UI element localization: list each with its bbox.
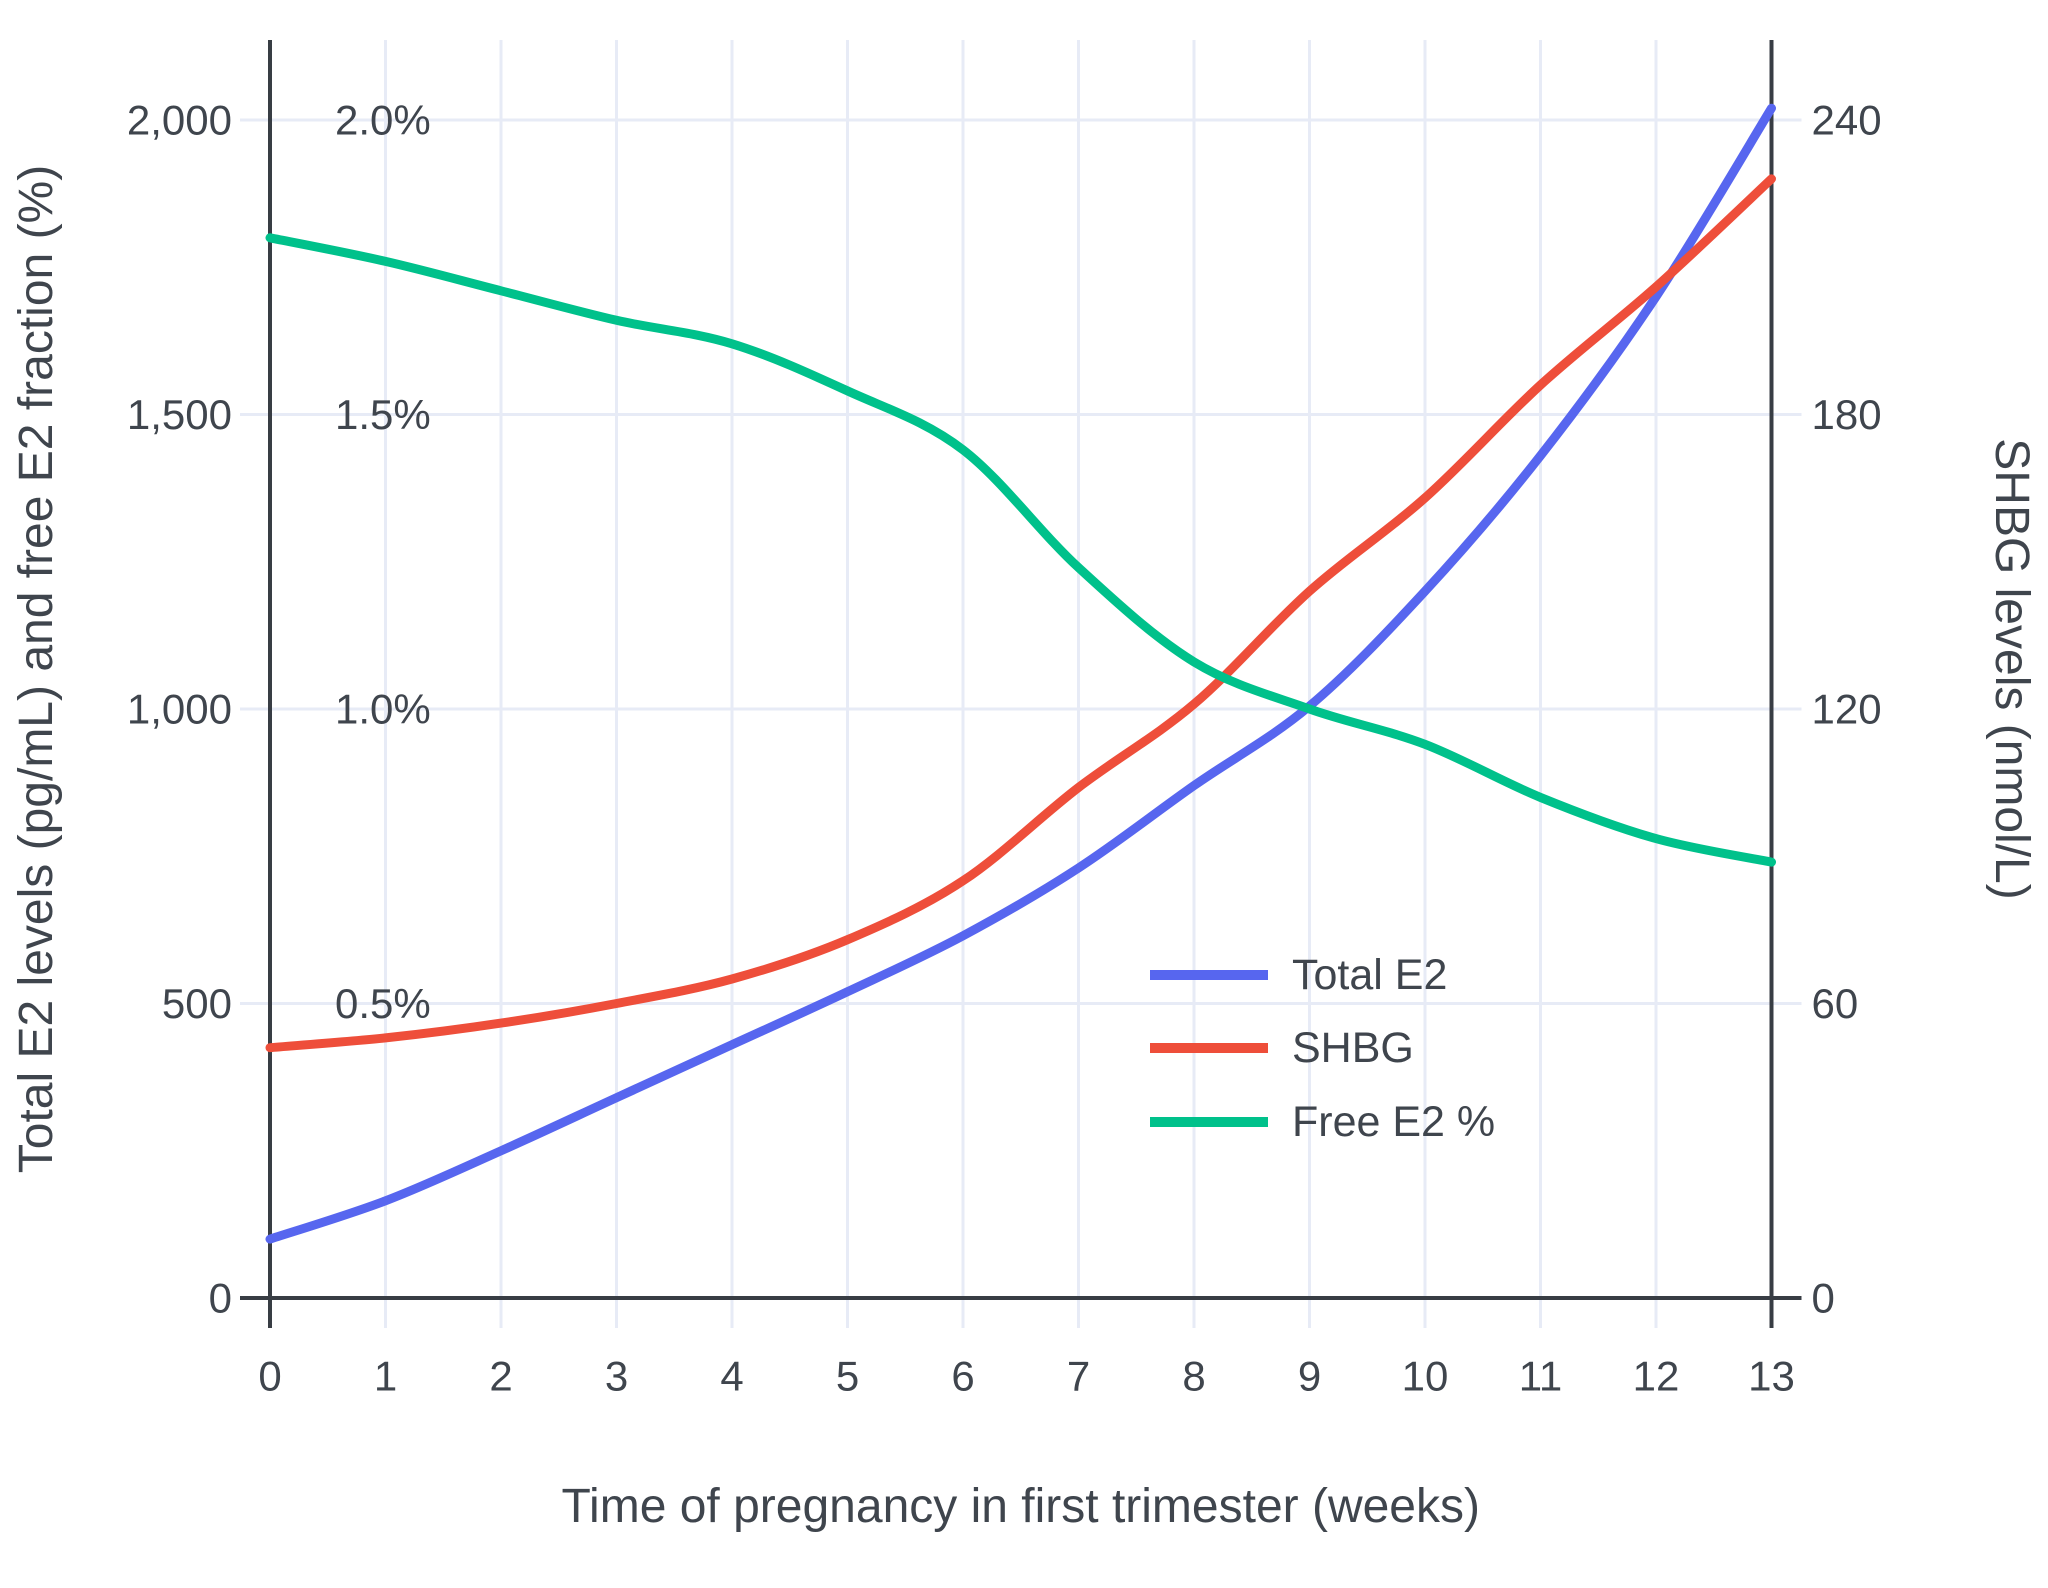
left-axis-tick-label: 0 [209,1275,232,1322]
legend-item-label: Free E2 % [1292,1098,1495,1146]
legend-item-label: Total E2 [1292,951,1447,999]
legend-item-label: SHBG [1292,1024,1414,1072]
x-axis-tick-label: 7 [1067,1352,1090,1399]
series-line-shbg [265,174,1776,1053]
x-axis-tick-label: 8 [1182,1352,1205,1399]
x-axis-tick-label: 11 [1519,1352,1563,1399]
x-axis-tick-label: 6 [951,1352,974,1399]
right-y-axis-title: SHBG levels (nmol/L) [1985,438,2038,899]
right-axis-tick-label: 180 [1812,391,1882,438]
legend-item-free-e2-[interactable]: Free E2 % [1150,1098,1495,1146]
x-axis-tick-label: 4 [720,1352,743,1399]
free-e2-pct-tick-label: 1.5% [335,391,431,438]
right-axis-tick-label: 0 [1812,1275,1835,1322]
series-line-total-e2 [265,103,1776,1244]
x-axis-tick-label: 2 [489,1352,512,1399]
x-axis-title: Time of pregnancy in first trimester (we… [562,1480,1480,1533]
legend-item-total-e2[interactable]: Total E2 [1150,951,1447,999]
x-axis-tick-label: 0 [258,1352,281,1399]
free-e2-pct-tick-label: 2.0% [335,97,431,144]
axes [240,40,1802,1328]
left-axis-tick-label: 2,000 [127,97,232,144]
x-axis-tick-label: 10 [1402,1352,1449,1399]
left-y-axis-title: Total E2 levels (pg/mL) and free E2 frac… [10,165,63,1173]
right-axis-tick-label: 120 [1812,686,1882,733]
legend-item-shbg[interactable]: SHBG [1150,1024,1414,1072]
x-axis-tick-label: 13 [1748,1352,1795,1399]
right-axis-tick-label: 60 [1812,980,1859,1027]
gridlines [240,40,1802,1328]
left-axis-tick-label: 1,000 [127,686,232,733]
x-axis-tick-label: 9 [1298,1352,1321,1399]
free-e2-pct-tick-label: 1.0% [335,686,431,733]
free-e2-pct-tick-label: 0.5% [335,980,431,1027]
x-axis-tick-label: 12 [1633,1352,1680,1399]
x-axis-tick-label: 5 [836,1352,859,1399]
right-axis-tick-label: 240 [1812,97,1882,144]
x-axis-tick-label: 1 [374,1352,397,1399]
left-axis-tick-label: 1,500 [127,391,232,438]
legend: Total E2 SHBG Free E2 % [1150,951,1495,1146]
series-line-free-e2- [265,233,1776,867]
x-axis-tick-label: 3 [605,1352,628,1399]
left-axis-tick-label: 500 [162,980,232,1027]
